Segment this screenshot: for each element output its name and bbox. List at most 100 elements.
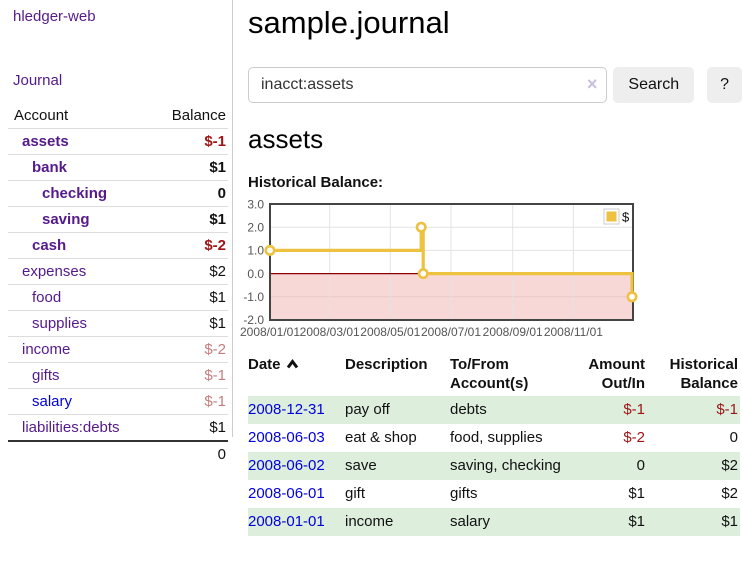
account-row: assets $-1: [8, 128, 228, 155]
y-tick-label: -1.0: [243, 290, 264, 304]
account-heading: assets: [248, 124, 324, 154]
x-tick-label: 2008/03/01: [300, 325, 360, 339]
account-link-liabilities-debts[interactable]: liabilities:debts: [22, 419, 120, 436]
search-help-button[interactable]: ?: [707, 67, 742, 103]
y-tick-label: 0.0: [247, 267, 264, 281]
account-row: income $-2: [8, 336, 228, 363]
account-link-checking[interactable]: checking: [42, 185, 108, 202]
transaction-accounts: salary: [450, 513, 491, 530]
account-link-cash[interactable]: cash: [32, 237, 67, 254]
accounts-total-row: 0: [8, 440, 228, 467]
search-input[interactable]: [248, 67, 608, 103]
register-header-row: Date Description To/From Account(s) Amou…: [248, 351, 740, 396]
transaction-date-link[interactable]: 2008-06-03: [248, 429, 325, 446]
legend-label: $: [622, 210, 630, 225]
chart-canvas: $ 3.0 2.0 1.0 0.0 -1.0 -2.0 2008/01/01 2…: [240, 198, 638, 339]
register-table: Date Description To/From Account(s) Amou…: [248, 351, 740, 536]
accounts-header-account: Account: [8, 103, 155, 129]
legend-swatch: [606, 211, 617, 222]
transaction-date-link[interactable]: 2008-06-02: [248, 457, 325, 474]
transaction-accounts: saving, checking: [450, 457, 561, 474]
accounts-table: Account Balance assets $-1 bank $1 check…: [8, 103, 228, 467]
transaction-description: gift: [345, 485, 366, 502]
data-point-marker: [415, 221, 427, 233]
date-header-label: Date: [248, 356, 281, 373]
account-balance: 0: [154, 180, 228, 207]
register-row: 2008-06-02 save saving, checking 0 $2: [248, 452, 740, 480]
account-link-salary[interactable]: salary: [32, 393, 73, 410]
x-tick-label: 2008/01/01: [240, 325, 300, 339]
x-tick-label: 2008/07/01: [421, 325, 481, 339]
account-link-food[interactable]: food: [32, 289, 62, 306]
account-balance: $-1: [154, 362, 228, 389]
account-balance: $1: [154, 414, 228, 442]
account-balance: $1: [154, 206, 228, 233]
clear-search-icon[interactable]: ×: [586, 74, 598, 94]
register-header-amount: Amount Out/In: [588, 356, 645, 392]
transaction-balance: $-1: [716, 401, 738, 418]
sort-ascending-icon: [286, 355, 299, 374]
account-link-bank[interactable]: bank: [32, 159, 68, 176]
data-point-marker: [626, 291, 638, 303]
account-row: salary $-1: [8, 388, 228, 415]
transaction-amount: $-2: [623, 429, 645, 446]
transaction-accounts: gifts: [450, 485, 478, 502]
account-link-saving[interactable]: saving: [42, 211, 90, 228]
transaction-date-link[interactable]: 2008-12-31: [248, 401, 325, 418]
register-row: 2008-01-01 income salary $1 $1: [248, 508, 740, 536]
register-header-balance: Historical Balance: [669, 356, 738, 392]
data-point-marker: [417, 268, 429, 280]
account-link-supplies[interactable]: supplies: [32, 315, 88, 332]
accounts-total-balance: 0: [154, 440, 228, 467]
account-balance: $1: [154, 310, 228, 337]
transaction-date-link[interactable]: 2008-06-01: [248, 485, 325, 502]
account-row: cash $-2: [8, 232, 228, 259]
register-header-accounts: To/From Account(s): [450, 356, 529, 392]
search-button[interactable]: Search: [613, 67, 695, 103]
transaction-amount: $1: [628, 513, 645, 530]
account-link-income[interactable]: income: [22, 341, 71, 358]
sidebar: hledger-web Journal Account Balance asse…: [0, 0, 233, 467]
sidebar-item-journal[interactable]: Journal: [13, 72, 63, 89]
transaction-description: pay off: [345, 401, 390, 418]
transaction-balance: $2: [721, 485, 738, 502]
y-tick-label: 2.0: [247, 221, 264, 235]
account-balance: $-2: [154, 232, 228, 259]
search-form: × Search ?: [248, 67, 742, 103]
account-row: gifts $-1: [8, 362, 228, 389]
app-title-link[interactable]: hledger-web: [13, 8, 96, 25]
x-tick-label: 2008/09/01: [483, 325, 543, 339]
register-row: 2008-06-01 gift gifts $1 $2: [248, 480, 740, 508]
transaction-description: eat & shop: [345, 429, 417, 446]
register-header-description: Description: [345, 356, 428, 373]
accounts-header-row: Account Balance: [8, 103, 228, 129]
historical-balance-chart: $ 3.0 2.0 1.0 0.0 -1.0 -2.0 2008/01/01 2…: [240, 195, 742, 343]
account-row: expenses $2: [8, 258, 228, 285]
chart-legend: $: [603, 208, 630, 225]
account-link-assets[interactable]: assets: [22, 133, 69, 150]
y-tick-label: 1.0: [247, 244, 264, 258]
account-balance: $1: [154, 154, 228, 181]
account-row: food $1: [8, 284, 228, 311]
transaction-balance: 0: [729, 429, 738, 446]
transaction-balance: $2: [721, 457, 738, 474]
accounts-header-balance: Balance: [154, 103, 228, 129]
x-tick-label: 2008/11/01: [544, 325, 603, 339]
transaction-amount: 0: [636, 457, 645, 474]
register-row: 2008-06-03 eat & shop food, supplies $-2…: [248, 424, 740, 452]
account-link-gifts[interactable]: gifts: [32, 367, 60, 384]
account-row: liabilities:debts $1: [8, 414, 228, 442]
transaction-date-link[interactable]: 2008-01-01: [248, 513, 325, 530]
main-content: sample.journal × Search ? assets Histori…: [240, 0, 742, 536]
chart-title: Historical Balance:: [248, 174, 384, 191]
data-point-marker: [264, 244, 276, 256]
transaction-amount: $1: [628, 485, 645, 502]
register-header-date[interactable]: Date: [248, 351, 345, 396]
account-row: saving $1: [8, 206, 228, 233]
account-balance: $1: [154, 284, 228, 311]
transaction-balance: $1: [721, 513, 738, 530]
transaction-accounts: food, supplies: [450, 429, 543, 446]
account-link-expenses[interactable]: expenses: [22, 263, 87, 280]
transaction-amount: $-1: [623, 401, 645, 418]
account-balance: $-1: [154, 388, 228, 415]
